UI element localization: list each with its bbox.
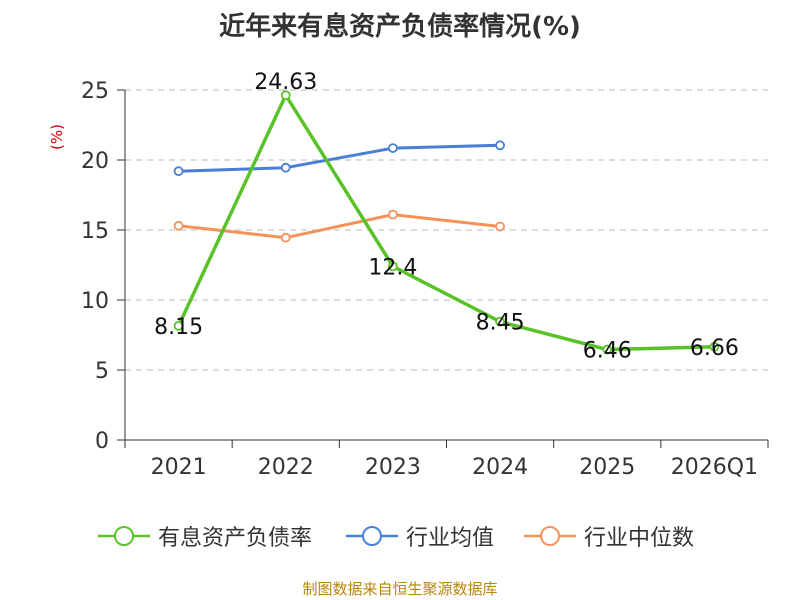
- x-tick-label: 2021: [151, 455, 207, 480]
- data-label: 12.4: [368, 255, 417, 280]
- series-line-0: [176, 93, 715, 352]
- data-point: [173, 320, 184, 331]
- y-tick-label: 15: [81, 219, 109, 244]
- data-label: 8.15: [154, 315, 203, 340]
- data-point: [495, 221, 505, 232]
- data-label: 6.66: [690, 336, 739, 361]
- data-label: 8.45: [476, 311, 525, 336]
- y-tick-label: 0: [95, 429, 109, 454]
- legend-item-industry-mean[interactable]: 行业均值: [346, 518, 494, 554]
- source-note: 制图数据来自恒生聚源数据库: [302, 580, 498, 598]
- data-point: [388, 261, 398, 272]
- x-tick-label: 2023: [365, 455, 421, 480]
- x-tick-label: 2022: [258, 455, 314, 480]
- y-tick-label: 20: [81, 149, 109, 174]
- data-point: [173, 166, 184, 177]
- data-point: [280, 232, 291, 243]
- data-point: [602, 344, 613, 355]
- x-tick-label: 2024: [472, 455, 528, 480]
- legend-item-industry-median[interactable]: 行业中位数: [524, 518, 694, 554]
- y-tick-label: 5: [95, 359, 109, 384]
- legend: 有息资产负债率 行业均值 行业中位数: [0, 518, 800, 554]
- legend-item-interest-debt-ratio[interactable]: 有息资产负债率: [98, 518, 312, 554]
- legend-marker-orange-icon: [524, 526, 576, 546]
- data-point: [495, 140, 505, 151]
- data-point: [280, 162, 291, 173]
- data-point: [388, 143, 398, 154]
- data-point: [388, 209, 398, 220]
- data-label: 24.63: [254, 70, 317, 95]
- data-point: [173, 220, 184, 231]
- series-line-1: [178, 143, 501, 173]
- chart-title: 近年来有息资产负债率情况(%): [219, 12, 581, 42]
- x-tick-label: 2025: [579, 455, 635, 480]
- data-point: [709, 341, 720, 352]
- series-line-2: [178, 213, 501, 240]
- legend-label: 有息资产负债率: [158, 526, 313, 551]
- legend-marker-green-icon: [98, 526, 150, 546]
- legend-marker-blue-icon: [346, 526, 398, 546]
- y-tick-label: 10: [81, 289, 109, 314]
- y-tick-label: 25: [81, 79, 109, 104]
- x-tick-label: 2026Q1: [671, 455, 758, 480]
- data-label: 6.46: [583, 339, 632, 364]
- data-point: [495, 316, 505, 327]
- legend-label: 行业中位数: [584, 526, 695, 551]
- data-point: [280, 90, 291, 101]
- legend-label: 行业均值: [406, 526, 495, 551]
